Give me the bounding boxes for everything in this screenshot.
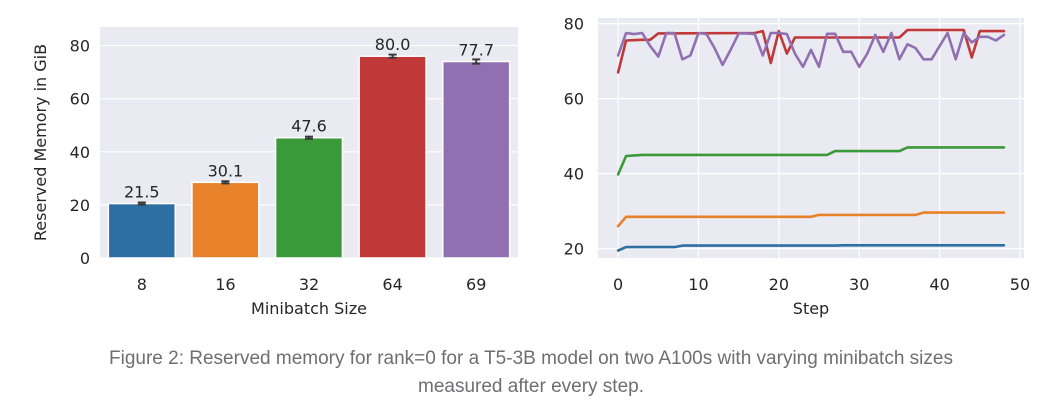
bar bbox=[191, 181, 260, 259]
series-line-3 bbox=[616, 146, 1006, 176]
y-tick-label: 0 bbox=[80, 249, 90, 268]
bar bbox=[107, 202, 176, 259]
y-tick-label: 20 bbox=[70, 196, 90, 215]
x-tick-label: 50 bbox=[1010, 275, 1030, 294]
y-tick-label: 40 bbox=[70, 143, 90, 162]
y-tick-label: 60 bbox=[564, 90, 584, 109]
series-line-2 bbox=[616, 211, 1006, 228]
x-tick-label: 20 bbox=[769, 275, 789, 294]
x-tick-label: 30 bbox=[849, 275, 869, 294]
data-label: 77.7 bbox=[458, 41, 494, 60]
bar bbox=[358, 55, 427, 259]
x-tick-label: 16 bbox=[215, 275, 235, 294]
series-line-1 bbox=[616, 244, 1006, 252]
y-tick-label: 60 bbox=[70, 90, 90, 109]
bar bbox=[442, 60, 511, 259]
x-tick-label: 8 bbox=[137, 275, 147, 294]
x-tick-label: 69 bbox=[466, 275, 486, 294]
caption-line-1: Figure 2: Reserved memory for rank=0 for… bbox=[109, 348, 953, 369]
series-line-5 bbox=[616, 31, 1006, 69]
bar bbox=[274, 136, 344, 259]
x-axis-label: Step bbox=[793, 299, 829, 318]
bar-chart: 0 20 40 60 80 21.5 8 30.1 16 47.6 32 80.0 64 77.7 69 Mi… bbox=[31, 27, 518, 318]
x-tick-label: 40 bbox=[929, 275, 949, 294]
caption-line-2: measured after every step. bbox=[418, 376, 644, 397]
data-label: 30.1 bbox=[208, 161, 244, 180]
plot-background bbox=[598, 18, 1024, 258]
y-axis-label: Reserved Memory in GiB bbox=[31, 44, 50, 241]
y-tick-label: 20 bbox=[564, 240, 584, 259]
data-label: 21.5 bbox=[124, 183, 160, 202]
data-label: 47.6 bbox=[291, 117, 327, 136]
x-tick-label: 32 bbox=[299, 275, 319, 294]
x-tick-label: 10 bbox=[688, 275, 708, 294]
y-tick-label: 80 bbox=[70, 37, 90, 56]
figure-canvas: 0 20 40 60 80 21.5 8 30.1 16 47.6 32 80.0 64 77.7 69 Mi… bbox=[31, 15, 1031, 318]
y-tick-label: 40 bbox=[564, 165, 584, 184]
y-tick-label: 80 bbox=[564, 15, 584, 34]
x-axis-label: Minibatch Size bbox=[251, 299, 367, 318]
line-chart: 20 40 60 80 0 10 20 30 40 50 Step bbox=[564, 15, 1031, 318]
x-tick-label: 64 bbox=[382, 275, 402, 294]
figure-caption: Figure 2: Reserved memory for rank=0 for… bbox=[0, 345, 1062, 401]
data-label: 80.0 bbox=[375, 35, 411, 54]
x-tick-label: 0 bbox=[613, 275, 623, 294]
